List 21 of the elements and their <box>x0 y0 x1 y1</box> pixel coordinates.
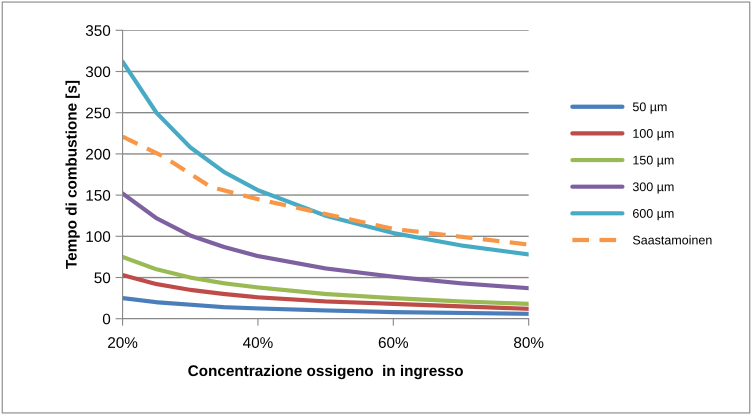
y-tick-label: 50 <box>94 272 110 284</box>
legend-label: 150 µm <box>633 156 674 168</box>
legend-label: 100 µm <box>633 129 674 140</box>
line-series <box>122 296 529 316</box>
x-tick-label: 80% <box>514 337 544 348</box>
y-tick-label: 200 <box>86 148 110 160</box>
y-tick-label: 100 <box>86 231 110 242</box>
legend-label: Saastamoinen <box>632 235 712 244</box>
y-tick-label: 300 <box>86 66 110 78</box>
legend-label: 300 µm <box>632 182 674 194</box>
y-tick-label: 150 <box>86 190 110 201</box>
y-axis-title: Tempo di combustione [s] <box>65 80 80 269</box>
y-tick-label: 350 <box>86 25 110 36</box>
y-tick-label: 250 <box>86 108 110 118</box>
x-tick-label: 20% <box>108 337 138 348</box>
legend-label: 600 µm <box>633 208 674 220</box>
x-axis-title: Concentrazione ossigeno in ingresso <box>188 364 463 380</box>
x-tick-label: 60% <box>378 337 408 348</box>
legend-label: 50 µm <box>632 102 667 114</box>
y-tick-label: 0 <box>102 314 110 324</box>
x-tick-label: 40% <box>243 337 273 348</box>
